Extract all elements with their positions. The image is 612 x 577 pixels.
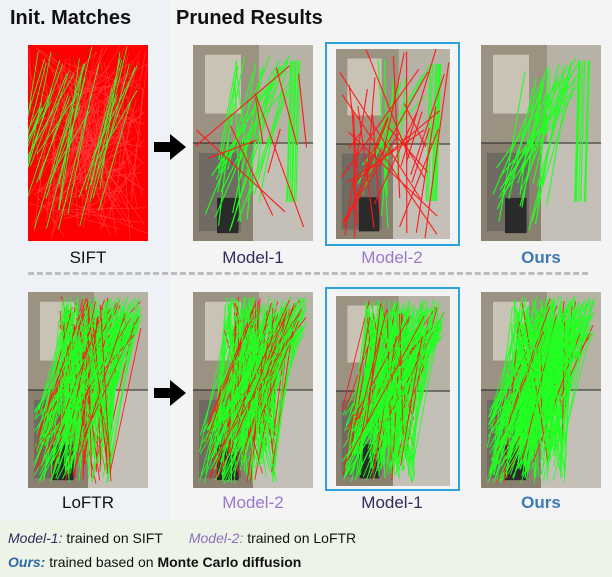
loftr-model-1-highlight-frame: [325, 287, 460, 491]
sift-label: SIFT: [69, 248, 107, 267]
legend-line-2: Ours: trained based on Monte Carlo diffu…: [8, 554, 301, 570]
row1-arrow-icon: [154, 134, 186, 160]
loftr-ours-result-panel: [481, 292, 601, 488]
loftr-model-1-result-panel: [336, 296, 450, 486]
legend-ours-desc: trained based on: [45, 554, 158, 570]
row2-ours-label: Ours: [521, 493, 561, 512]
sift-initial-matches-panel: [28, 45, 148, 241]
sift-ours-result-panel: [481, 45, 601, 241]
row2-model-2-label: Model-2: [222, 493, 284, 512]
row1-model-1-label: Model-1: [222, 248, 284, 267]
row1-model-2-label: Model-2: [361, 248, 423, 267]
pruned-results-header: Pruned Results: [176, 7, 323, 29]
row2-model-1-label: Model-1: [361, 493, 423, 512]
legend-line-1: Model-1: trained on SIFT Model-2: trained…: [8, 530, 356, 546]
sift-model-1-result-panel: [193, 45, 313, 241]
row2-arrow-icon: [154, 380, 186, 406]
legend-model-1-name: Model-1:: [8, 530, 63, 546]
row-separator: [28, 272, 588, 275]
legend-ours-method: Monte Carlo diffusion: [157, 554, 302, 570]
sift-model-2-highlight-frame: [325, 42, 460, 246]
legend-background: [0, 520, 612, 577]
loftr-initial-matches-panel: [28, 292, 148, 488]
legend-model-2-desc: trained on LoFTR: [243, 530, 357, 546]
legend-model-2-name: Model-2:: [188, 530, 244, 546]
legend-model-1-desc: trained on SIFT: [62, 530, 163, 546]
init-matches-header: Init. Matches: [10, 7, 132, 29]
legend-ours-name: Ours:: [8, 554, 46, 570]
sift-model-2-result-panel: [336, 49, 450, 239]
row1-ours-label: Ours: [521, 248, 561, 267]
loftr-label: LoFTR: [62, 493, 114, 512]
loftr-model-2-result-panel: [193, 292, 313, 488]
